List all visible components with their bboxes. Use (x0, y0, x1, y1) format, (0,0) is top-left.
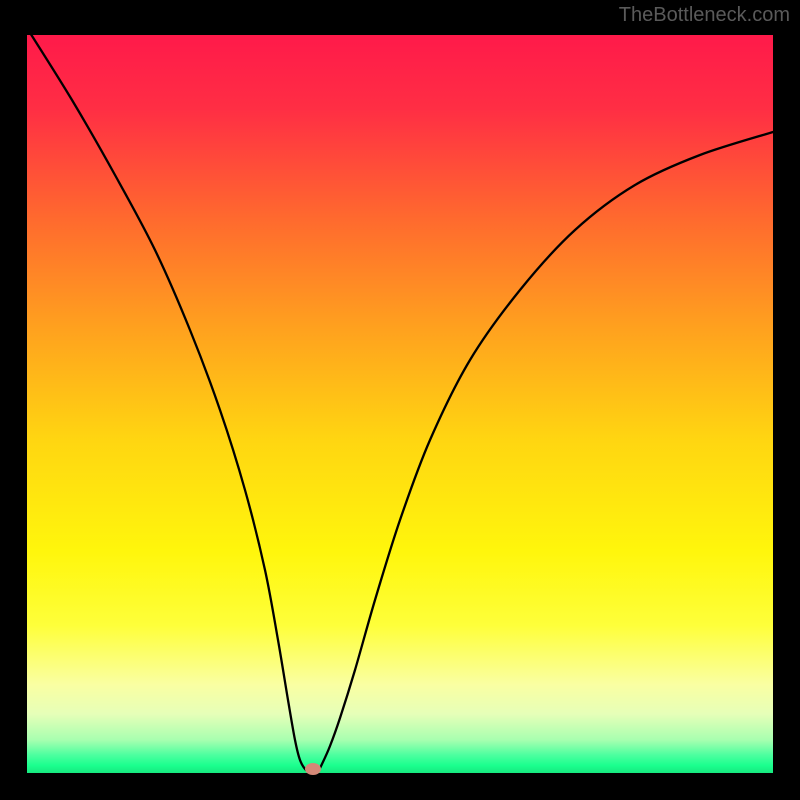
watermark-text: TheBottleneck.com (619, 4, 790, 27)
optimum-marker (305, 763, 321, 775)
plot-background (27, 35, 773, 773)
chart-svg (0, 0, 800, 800)
